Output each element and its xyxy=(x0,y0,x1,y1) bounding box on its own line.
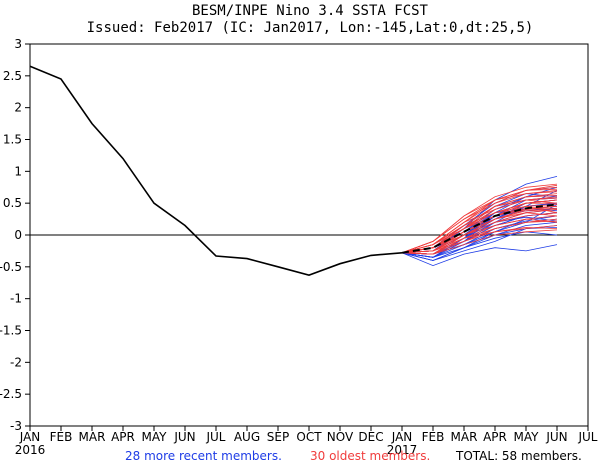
recent-member-line xyxy=(401,221,558,261)
x-tick-label: DEC xyxy=(358,430,383,444)
x-tick-label: APR xyxy=(483,430,507,444)
x-tick-label: APR xyxy=(111,430,135,444)
y-tick-label: 1.5 xyxy=(3,133,22,147)
y-tick-label: 0.5 xyxy=(3,196,22,210)
x-tick-label: MAY xyxy=(142,430,168,444)
y-tick-label: -1.5 xyxy=(0,324,22,338)
year-label: 2017 xyxy=(387,443,418,457)
y-tick-label: 0 xyxy=(14,228,22,242)
y-tick-label: -0.5 xyxy=(0,260,22,274)
chart-subtitle: Issued: Feb2017 (IC: Jan2017, Lon:-145,L… xyxy=(87,20,534,36)
y-tick-label: -2 xyxy=(10,355,22,369)
oldest-member-line xyxy=(401,207,558,254)
y-tick-label: -1 xyxy=(10,292,22,306)
year-label: 2016 xyxy=(15,443,46,457)
legend-total: TOTAL: 58 members. xyxy=(455,449,582,463)
y-axis: -3 -2.5 -2 -1.5 -1 -0.5 0 0.5 1 1.5 2 2.5 3 xyxy=(0,37,30,433)
y-tick-label: 2.5 xyxy=(3,69,22,83)
x-tick-label: JUN xyxy=(173,430,195,444)
x-tick-label: MAY xyxy=(514,430,540,444)
y-tick-label: -2.5 xyxy=(0,387,22,401)
x-tick-label: MAR xyxy=(79,430,106,444)
oldest-member-line xyxy=(401,226,558,254)
y-tick-label: 2 xyxy=(14,101,22,115)
x-tick-label: OCT xyxy=(296,430,322,444)
x-tick-label: FEB xyxy=(422,430,445,444)
y-tick-label: -3 xyxy=(10,419,22,433)
observed-series xyxy=(29,65,403,276)
x-tick-label: JUL xyxy=(577,430,597,444)
observed-line xyxy=(29,65,403,276)
x-tick-label: JAN xyxy=(19,430,41,444)
y-tick-label: 3 xyxy=(14,37,22,51)
ensemble-mean-line xyxy=(401,203,558,254)
ensemble-mean-series xyxy=(401,203,558,254)
legend-oldest-members: 30 oldest members. xyxy=(310,449,430,463)
recent-member-line xyxy=(401,244,558,267)
x-tick-label: FEB xyxy=(50,430,73,444)
chart-title: BESM/INPE Nino 3.4 SSTA FCST xyxy=(192,3,429,19)
oldest-member-line xyxy=(401,209,558,255)
x-tick-label: NOV xyxy=(327,430,354,444)
x-axis: JAN FEB MAR APR MAY JUN JUL AUG SEP OCT NOV DEC JAN F… xyxy=(15,426,598,457)
y-tick-label: 1 xyxy=(14,164,22,178)
x-tick-label: JAN xyxy=(391,430,413,444)
legend-recent-members: 28 more recent members. xyxy=(125,449,282,463)
oldest-member-line xyxy=(401,191,558,254)
x-tick-label: JUN xyxy=(545,430,567,444)
x-tick-label: JUL xyxy=(205,430,225,444)
x-tick-label: SEP xyxy=(267,430,289,444)
x-tick-label: MAR xyxy=(451,430,478,444)
x-tick-label: AUG xyxy=(234,430,260,444)
